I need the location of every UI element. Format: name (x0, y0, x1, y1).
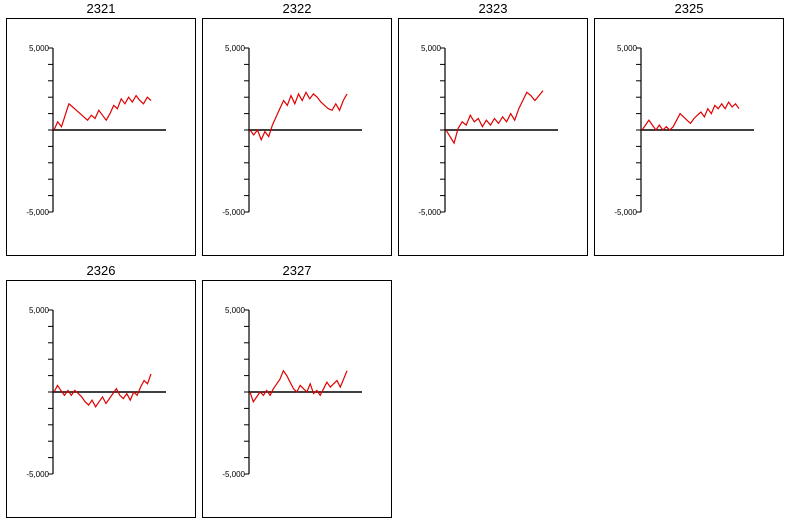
line-chart-svg: 5,000 -5,000 (614, 44, 754, 217)
plot-frame (202, 280, 392, 518)
series-line (249, 369, 348, 404)
series-line (53, 94, 152, 131)
y-tick-label: -5,000 (26, 470, 49, 479)
line-chart-svg: 5,000 -5,000 (26, 306, 166, 479)
chart-panel-2321: 2321 5,000 -5,000 (6, 0, 196, 256)
y-tick-label: -5,000 (222, 208, 245, 217)
y-tick-label: 5,000 (421, 44, 442, 53)
chart-title: 2322 (282, 1, 312, 16)
chart-panel-2325: 2325 5,000 -5,000 (594, 0, 784, 256)
series-line (53, 373, 152, 408)
y-tick-label: -5,000 (26, 208, 49, 217)
series-line (445, 90, 544, 145)
y-tick-label: 5,000 (617, 44, 638, 53)
chart-panel-2326: 2326 5,000 -5,000 (6, 262, 196, 518)
y-tick-label: 5,000 (29, 44, 50, 53)
chart-title: 2323 (478, 1, 508, 16)
plot-frame (398, 18, 588, 256)
line-chart-svg: 5,000 -5,000 (222, 306, 362, 479)
chart-panel-2322: 2322 5,000 -5,000 (202, 0, 392, 256)
series-line (249, 90, 348, 142)
chart-title: 2326 (86, 263, 116, 278)
y-tick-label: -5,000 (418, 208, 441, 217)
y-tick-label: 5,000 (225, 44, 246, 53)
line-chart-svg: 5,000 -5,000 (26, 44, 166, 217)
chart-title: 2325 (674, 1, 704, 16)
chart-panel-2327: 2327 5,000 -5,000 (202, 262, 392, 518)
y-tick-label: -5,000 (222, 470, 245, 479)
plot-frame (6, 18, 196, 256)
chart-title: 2321 (86, 1, 116, 16)
series-line (641, 100, 740, 132)
line-chart-svg: 5,000 -5,000 (418, 44, 558, 217)
y-tick-label: 5,000 (29, 306, 50, 315)
chart-title: 2327 (282, 263, 312, 278)
plot-frame (594, 18, 784, 256)
y-tick-label: 5,000 (225, 306, 246, 315)
chart-panel-2323: 2323 5,000 -5,000 (398, 0, 588, 256)
y-tick-label: -5,000 (614, 208, 637, 217)
plot-frame (202, 18, 392, 256)
line-chart-svg: 5,000 -5,000 (222, 44, 362, 217)
